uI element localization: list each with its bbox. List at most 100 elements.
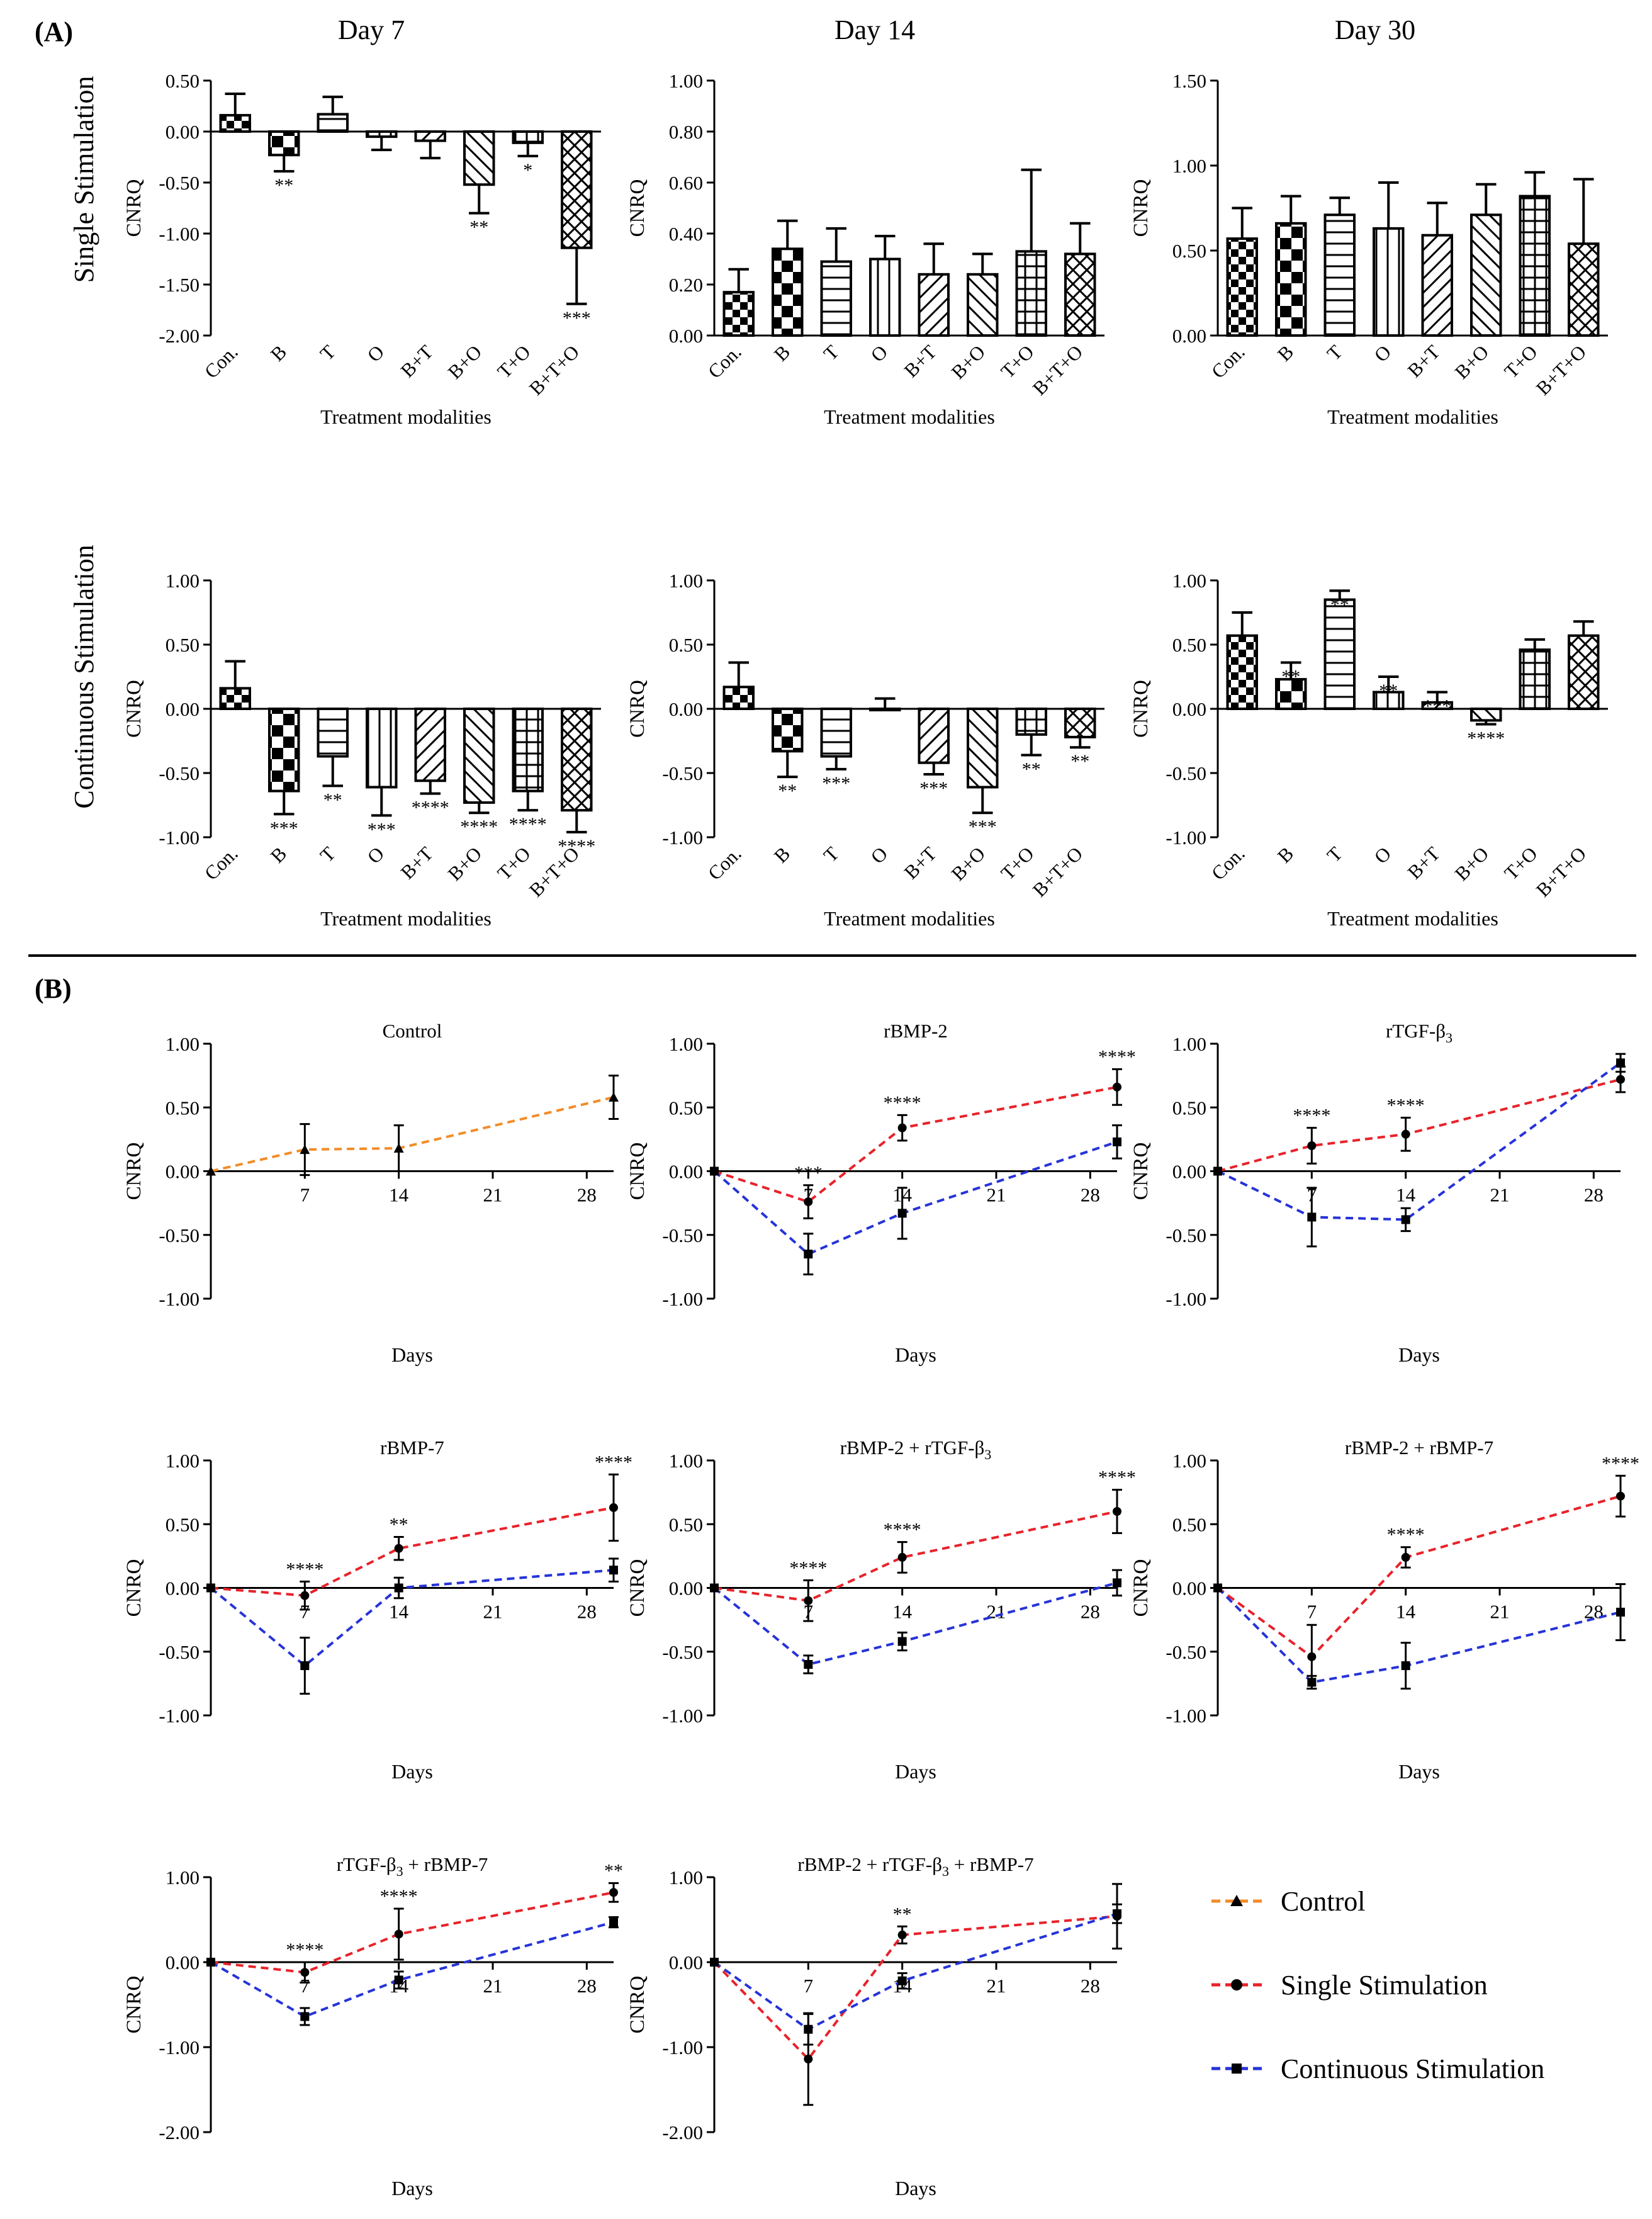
y-tick-label: -0.50	[662, 1224, 703, 1246]
significance-label: ****	[460, 816, 498, 837]
series-line	[210, 1921, 614, 2018]
bar-chart-A-cont-30: Con. ** B ** T ** O *** B+T **** B+O T+OB+T+O 1.00 0.…	[1130, 570, 1608, 930]
legend-label: Single Stimulation	[1281, 1970, 1488, 2001]
bar	[918, 708, 950, 764]
chart-title: rTGF-β3	[1386, 1020, 1453, 1046]
bar	[561, 130, 593, 249]
x-axis-label: Days	[1398, 1343, 1440, 1366]
y-tick-label: 0.00	[669, 325, 703, 347]
y-axis-label: CNRQ	[626, 680, 649, 738]
bar	[772, 247, 804, 337]
bar	[512, 130, 544, 144]
x-tick-label: 28	[1584, 1184, 1604, 1206]
data-point	[300, 1968, 310, 1977]
data-point	[804, 2054, 813, 2064]
y-tick-label: -1.00	[662, 1288, 703, 1310]
data-point	[1113, 1909, 1121, 1919]
significance-label: ***	[969, 816, 997, 837]
data-point	[1307, 1141, 1317, 1150]
y-tick-label: -2.00	[662, 2121, 703, 2143]
charts: Con.**B T O B+T**B+O*T+O***B+T+O0.500.00-0.…	[123, 70, 1639, 2199]
chart-title: rBMP-2 + rBMP-7	[1345, 1437, 1493, 1459]
significance-label: ****	[884, 1092, 921, 1113]
x-axis-label: Days	[895, 1760, 936, 1783]
bar	[463, 708, 495, 804]
significance-label: ****	[558, 836, 595, 857]
y-tick-label: 1.00	[166, 570, 199, 592]
series-line	[713, 1915, 1118, 2061]
x-tick-label: B+T	[396, 341, 437, 381]
y-tick-label: 0.00	[166, 698, 199, 720]
significance-label: ***	[794, 1163, 823, 1183]
data-point	[1113, 1507, 1121, 1516]
legend-label: Control	[1281, 1886, 1365, 1917]
x-axis-label: Days	[391, 2177, 433, 2199]
x-axis-label: Treatment modalities	[320, 907, 492, 930]
data-point	[710, 1958, 719, 1967]
data-point	[394, 1583, 403, 1593]
x-tick-label: B+O	[1451, 341, 1493, 383]
x-tick-label: B	[1273, 341, 1298, 365]
x-tick-label: 21	[987, 1601, 1006, 1623]
data-point	[1401, 1552, 1410, 1562]
x-tick-label: B+T+O	[1532, 842, 1590, 901]
significance-label: ***	[919, 778, 948, 799]
data-point	[1401, 1215, 1410, 1224]
x-tick-label: Con.	[1207, 341, 1249, 383]
y-tick-label: -1.00	[1166, 1288, 1206, 1310]
significance-label: **	[893, 1904, 912, 1924]
significance-label: **	[274, 175, 293, 196]
y-tick-label: -1.00	[159, 1705, 199, 1727]
data-point	[1616, 1075, 1625, 1084]
column-title-day30: Day 30	[1335, 14, 1415, 45]
y-tick-label: 1.00	[669, 1033, 703, 1055]
bar	[1470, 708, 1502, 722]
y-tick-label: 0.00	[166, 1578, 199, 1600]
data-point	[1616, 1058, 1625, 1068]
line-chart-B-bmp2-bmp7: 7 14 21 281.000.500.00-0.50-1.00CNRQrBMP-2 …	[1130, 1437, 1639, 1783]
x-tick-label: B+T+O	[525, 341, 583, 399]
significance-label: ****	[1098, 1467, 1136, 1488]
x-tick-label: 7	[804, 1975, 814, 1997]
x-tick-label: T	[316, 341, 340, 364]
x-tick-label: B	[266, 341, 291, 365]
x-tick-label: Con.	[200, 341, 242, 383]
data-point	[897, 1123, 907, 1132]
y-tick-label: 0.00	[669, 1951, 703, 1973]
data-point	[300, 1591, 310, 1600]
series-line	[1217, 1078, 1621, 1173]
bar	[1519, 195, 1551, 337]
x-tick-label: O	[363, 842, 389, 868]
x-axis-label: Days	[895, 1343, 936, 1366]
bar	[1568, 242, 1600, 337]
bar	[414, 130, 446, 142]
y-tick-label: -0.50	[1166, 762, 1206, 784]
x-tick-label: 28	[577, 1184, 597, 1206]
x-tick-label: 28	[1081, 1975, 1100, 1997]
bar	[820, 708, 852, 758]
x-tick-label: 21	[987, 1975, 1006, 1997]
x-tick-label: T	[316, 842, 340, 866]
bar	[1226, 634, 1258, 710]
data-point	[1113, 1578, 1121, 1588]
y-axis-label: CNRQ	[123, 1559, 145, 1617]
y-tick-label: -1.00	[662, 827, 703, 849]
data-point	[1616, 1491, 1625, 1501]
x-tick-label: 14	[1396, 1184, 1416, 1206]
y-tick-label: 0.00	[669, 698, 703, 720]
significance-label: ****	[1293, 1105, 1330, 1126]
bar	[561, 708, 593, 812]
data-point	[804, 1197, 813, 1207]
x-tick-label: 28	[1081, 1184, 1100, 1206]
x-axis-label: Days	[1398, 1760, 1440, 1783]
series-line	[714, 1510, 1118, 1602]
bar	[268, 130, 300, 157]
y-tick-label: 0.00	[1172, 1578, 1206, 1600]
y-tick-label: 1.00	[1172, 1033, 1206, 1055]
x-tick-label: 14	[389, 1184, 409, 1206]
y-tick-label: -0.50	[159, 1641, 199, 1663]
x-tick-label: T	[819, 842, 843, 866]
bar	[1226, 237, 1258, 337]
